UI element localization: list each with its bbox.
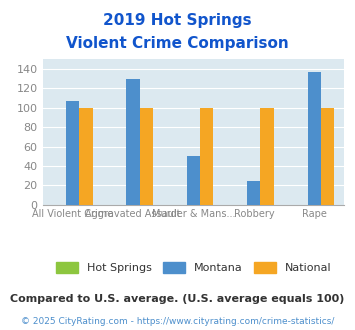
Bar — [140, 108, 153, 205]
Bar — [187, 156, 200, 205]
Bar — [321, 108, 334, 205]
Bar — [307, 72, 321, 205]
Bar — [126, 79, 140, 205]
Text: © 2025 CityRating.com - https://www.cityrating.com/crime-statistics/: © 2025 CityRating.com - https://www.city… — [21, 317, 334, 326]
Bar — [200, 108, 213, 205]
Bar — [261, 108, 274, 205]
Bar — [80, 108, 93, 205]
Bar — [66, 101, 80, 205]
Text: 2019 Hot Springs: 2019 Hot Springs — [103, 13, 252, 28]
Legend: Hot Springs, Montana, National: Hot Springs, Montana, National — [51, 257, 336, 278]
Bar — [247, 182, 261, 205]
Text: Violent Crime Comparison: Violent Crime Comparison — [66, 36, 289, 51]
Text: Compared to U.S. average. (U.S. average equals 100): Compared to U.S. average. (U.S. average … — [10, 294, 345, 304]
